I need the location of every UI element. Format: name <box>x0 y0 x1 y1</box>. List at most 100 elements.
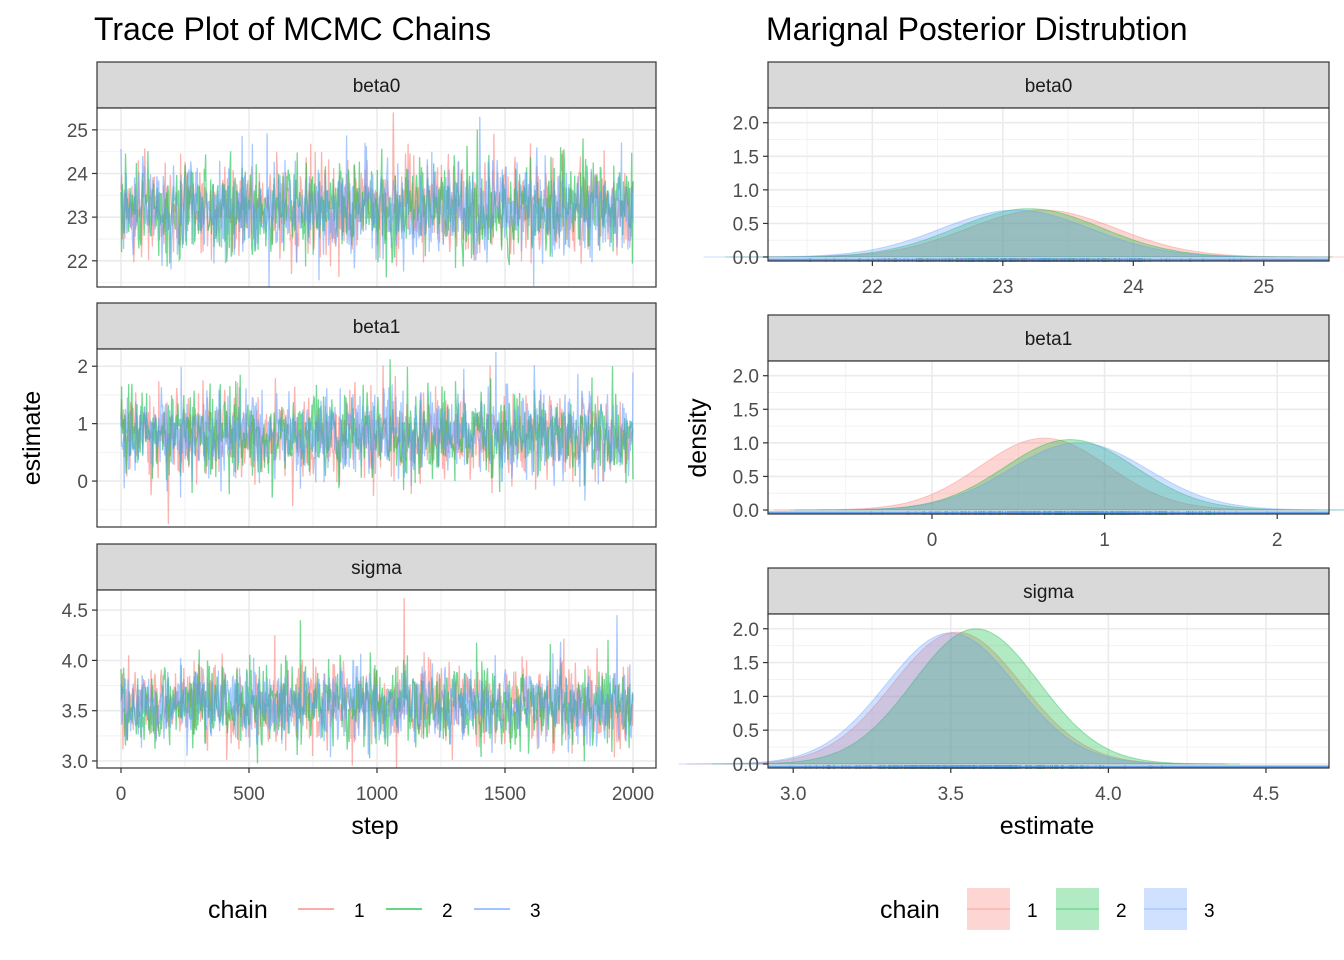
density-panel-sigma: sigma 0.0 0.5 1.0 1.5 2.0 3.0 3.5 4.0 4.5 <box>678 567 1330 805</box>
legend-key-chain-3 <box>1144 888 1187 930</box>
x-tick-label: 23 <box>992 277 1013 298</box>
density-area-chain-3 <box>678 632 1223 765</box>
panel-border <box>767 360 1330 515</box>
trace-panel-beta1: beta1 0 1 2 <box>77 302 657 528</box>
legend-key-chain-1 <box>967 888 1010 930</box>
trace-plot-title: Trace Plot of MCMC Chains <box>94 11 491 47</box>
trace-line-chain-3 <box>120 351 634 501</box>
strip-background <box>767 314 1330 362</box>
x-tick-label: 4.5 <box>1253 784 1279 805</box>
y-tick-label: 2 <box>77 357 88 378</box>
plot-area <box>768 108 1329 261</box>
strip-background <box>96 543 657 591</box>
density-area-chain-2 <box>712 628 1241 765</box>
panel-border <box>96 348 657 528</box>
y-tick-label: 0.0 <box>733 501 759 522</box>
strip-label: beta0 <box>1025 76 1073 97</box>
x-tick-label: 4.0 <box>1095 784 1121 805</box>
density-panel-beta0: beta0 0.0 0.5 1.0 1.5 2.0 22 23 24 25 <box>703 61 1344 298</box>
legend-label-chain-3: 3 <box>1204 901 1215 922</box>
strip-background <box>96 302 657 350</box>
y-tick-label: 25 <box>67 121 88 142</box>
trace-x-axis-title: step <box>351 812 398 840</box>
plot-area <box>768 614 1329 768</box>
strip-label: beta0 <box>353 76 401 97</box>
panel-border <box>96 107 657 288</box>
y-tick-label: 3.0 <box>62 752 88 773</box>
density-legend: chain 1 2 3 <box>880 888 1215 930</box>
y-tick-label: 1.5 <box>733 400 759 421</box>
trace-y-axis-title: estimate <box>18 391 46 485</box>
strip-label: sigma <box>1023 582 1074 603</box>
y-tick-label: 1.0 <box>733 181 759 202</box>
density-area-chain-1 <box>773 437 1315 511</box>
x-tick-label: 1 <box>1099 530 1110 551</box>
y-tick-label: 1.0 <box>733 687 759 708</box>
strip-background <box>767 61 1330 109</box>
x-tick-label: 0 <box>927 530 938 551</box>
y-tick-label: 0.0 <box>733 248 759 269</box>
legend-label-chain-1: 1 <box>1027 901 1038 922</box>
x-tick-label: 24 <box>1123 277 1145 298</box>
legend-key-chain-2 <box>1056 888 1099 930</box>
density-plot-title: Marignal Posterior Distrubtion <box>766 11 1188 47</box>
y-tick-label: 0.0 <box>733 755 759 776</box>
density-area-chain-1 <box>729 209 1344 258</box>
x-tick-label: 1500 <box>484 784 526 805</box>
density-panels: beta0 0.0 0.5 1.0 1.5 2.0 22 23 24 25 beta1 0.0 0.5 1… <box>678 61 1344 805</box>
x-tick-label: 2 <box>1272 530 1283 551</box>
y-tick-label: 4.0 <box>62 651 88 672</box>
trace-legend-title: chain <box>208 896 268 924</box>
strip-label: beta1 <box>1025 329 1073 350</box>
legend-label-chain-1: 1 <box>354 901 365 922</box>
x-tick-label: 3.5 <box>938 784 964 805</box>
trace-line-chain-3 <box>120 615 634 758</box>
y-tick-label: 24 <box>67 164 89 185</box>
y-tick-label: 0.5 <box>733 467 759 488</box>
density-area-chain-1 <box>686 631 1228 765</box>
density-area-chain-2 <box>725 208 1333 258</box>
y-tick-label: 0 <box>77 472 88 493</box>
legend-label-chain-3: 3 <box>530 901 541 922</box>
strip-background <box>767 567 1330 615</box>
strip-background <box>96 61 657 109</box>
x-tick-label: 22 <box>862 277 883 298</box>
density-area-chain-2 <box>794 438 1344 511</box>
x-tick-label: 500 <box>233 784 265 805</box>
strip-label: beta1 <box>353 317 401 338</box>
y-tick-label: 2.0 <box>733 620 759 641</box>
trace-line-chain-3 <box>120 116 634 288</box>
trace-panel-sigma: sigma 3.0 3.5 4.0 4.5 <box>62 543 657 773</box>
y-tick-label: 1.5 <box>733 147 759 168</box>
density-y-axis-title: density <box>684 398 712 478</box>
trace-panel-beta0: beta0 22 23 24 25 <box>67 61 657 288</box>
x-tick-label: 2000 <box>612 784 654 805</box>
y-tick-label: 23 <box>67 208 88 229</box>
y-tick-label: 1.5 <box>733 654 759 675</box>
x-tick-label: 0 <box>116 784 127 805</box>
y-tick-label: 1.0 <box>733 434 759 455</box>
y-tick-label: 2.0 <box>733 114 759 135</box>
x-tick-label: 25 <box>1253 277 1274 298</box>
density-legend-title: chain <box>880 896 940 924</box>
y-tick-label: 22 <box>67 252 88 273</box>
y-tick-label: 0.5 <box>733 721 759 742</box>
x-tick-label: 1000 <box>356 784 398 805</box>
density-area-chain-3 <box>789 442 1344 511</box>
panel-border <box>767 107 1330 262</box>
y-tick-label: 2.0 <box>733 367 759 388</box>
density-area-chain-3 <box>703 209 1329 258</box>
strip-label: sigma <box>351 558 402 579</box>
trace-panels: beta0 22 23 24 25 beta1 0 1 2 sigma 3.0 3.5 4.0 4.5 0 5… <box>62 61 657 805</box>
y-tick-label: 3.5 <box>62 702 88 723</box>
x-tick-label: 3.0 <box>780 784 806 805</box>
density-panel-beta1: beta1 0.0 0.5 1.0 1.5 2.0 0 1 2 <box>733 314 1344 551</box>
plot-area <box>768 361 1329 514</box>
legend-label-chain-2: 2 <box>442 901 453 922</box>
y-tick-label: 0.5 <box>733 214 759 235</box>
y-tick-label: 4.5 <box>62 601 88 622</box>
density-x-axis-title: estimate <box>1000 812 1094 840</box>
legend-label-chain-2: 2 <box>1116 901 1127 922</box>
panel-border <box>767 613 1330 769</box>
